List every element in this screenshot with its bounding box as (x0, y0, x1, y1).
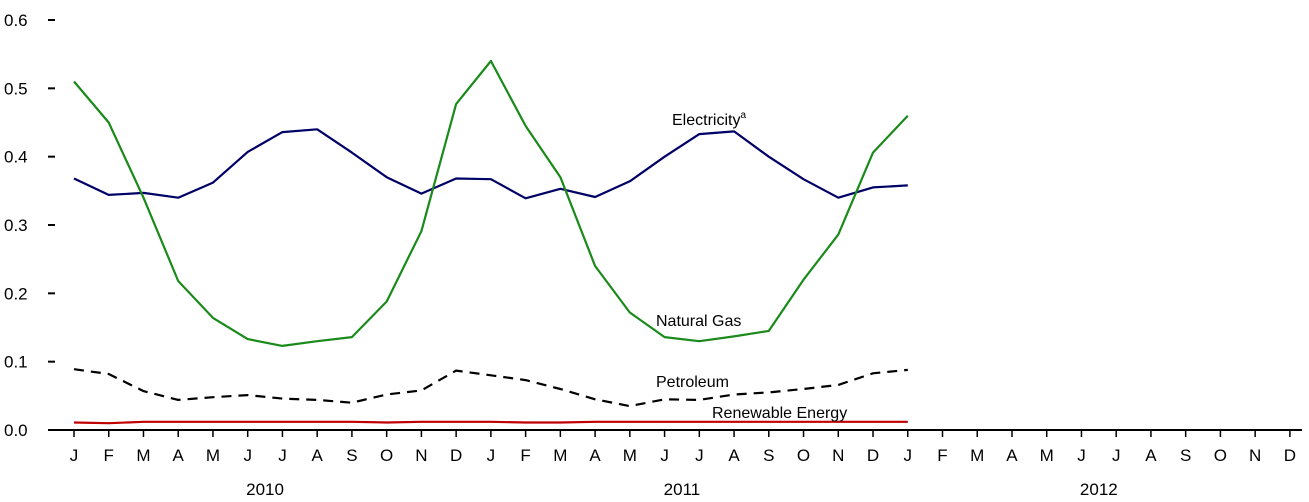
x-tick-label: N (415, 446, 427, 465)
series-line-natural-gas (73, 59, 909, 347)
x-tick-label: D (450, 446, 462, 465)
x-tick-label: J (1077, 446, 1086, 465)
x-tick-label: N (832, 446, 844, 465)
x-tick-label: J (1112, 446, 1121, 465)
x-tick-label: O (797, 446, 810, 465)
x-tick-label: F (104, 446, 114, 465)
series-line-petroleum (73, 368, 908, 408)
y-tick-label: 0.3 (4, 216, 28, 235)
x-tick-label: M (970, 446, 984, 465)
x-tick-label: M (1040, 446, 1054, 465)
axes: 0.0 0.1 0.2 0.3 0.4 0.5 0.6 J F M A M J J A S O N D J F M A M J J… (4, 11, 1302, 499)
x-tick-label: M (206, 446, 220, 465)
x-tick-label: A (1145, 446, 1157, 465)
x-tick-label: S (763, 446, 774, 465)
x-tick-label: M (553, 446, 567, 465)
x-tick-label: A (312, 446, 324, 465)
x-tick-label: F (937, 446, 947, 465)
series-line-electricity (73, 128, 908, 200)
x-tick-label: J (487, 446, 496, 465)
x-tick-label: J (278, 446, 287, 465)
x-tick-label: N (1249, 446, 1261, 465)
x-tick-label: A (173, 446, 185, 465)
y-tick-label: 0.6 (4, 11, 28, 30)
x-tick-label: D (867, 446, 879, 465)
series-labels: Electricitya Natural Gas Petroleum Renewabl… (656, 110, 847, 422)
x-tick-label: M (136, 446, 150, 465)
y-tick-label: 0.1 (4, 353, 28, 372)
series-layer (73, 59, 909, 425)
x-tick-label: S (1180, 446, 1191, 465)
x-tick-label: O (1214, 446, 1227, 465)
y-tick-label: 0.5 (4, 79, 28, 98)
year-label: 2010 (246, 480, 284, 499)
year-label: 2012 (1080, 480, 1118, 499)
x-tick-label: J (243, 446, 252, 465)
x-tick-label: J (904, 446, 913, 465)
y-tick-label: 0.0 (4, 421, 28, 440)
x-tick-label: M (623, 446, 637, 465)
x-tick-label: J (70, 446, 79, 465)
x-tick-label: F (520, 446, 530, 465)
series-line-renewable-energy (73, 420, 908, 425)
x-tick-label: J (695, 446, 704, 465)
year-label: 2011 (664, 480, 701, 499)
x-tick-label: A (589, 446, 601, 465)
y-tick-label: 0.4 (4, 148, 28, 167)
x-tick-label: A (728, 446, 740, 465)
series-label-renewable-energy: Renewable Energy (712, 405, 847, 422)
x-tick-label: D (1284, 446, 1296, 465)
series-label-natural-gas: Natural Gas (656, 313, 741, 330)
x-tick-label: O (380, 446, 393, 465)
x-tick-label: A (1006, 446, 1018, 465)
x-tick-label: J (660, 446, 669, 465)
x-tick-label: S (346, 446, 357, 465)
y-tick-label: 0.2 (4, 284, 28, 303)
series-label-petroleum: Petroleum (656, 374, 729, 391)
series-label-electricity: Electricitya (672, 110, 746, 129)
